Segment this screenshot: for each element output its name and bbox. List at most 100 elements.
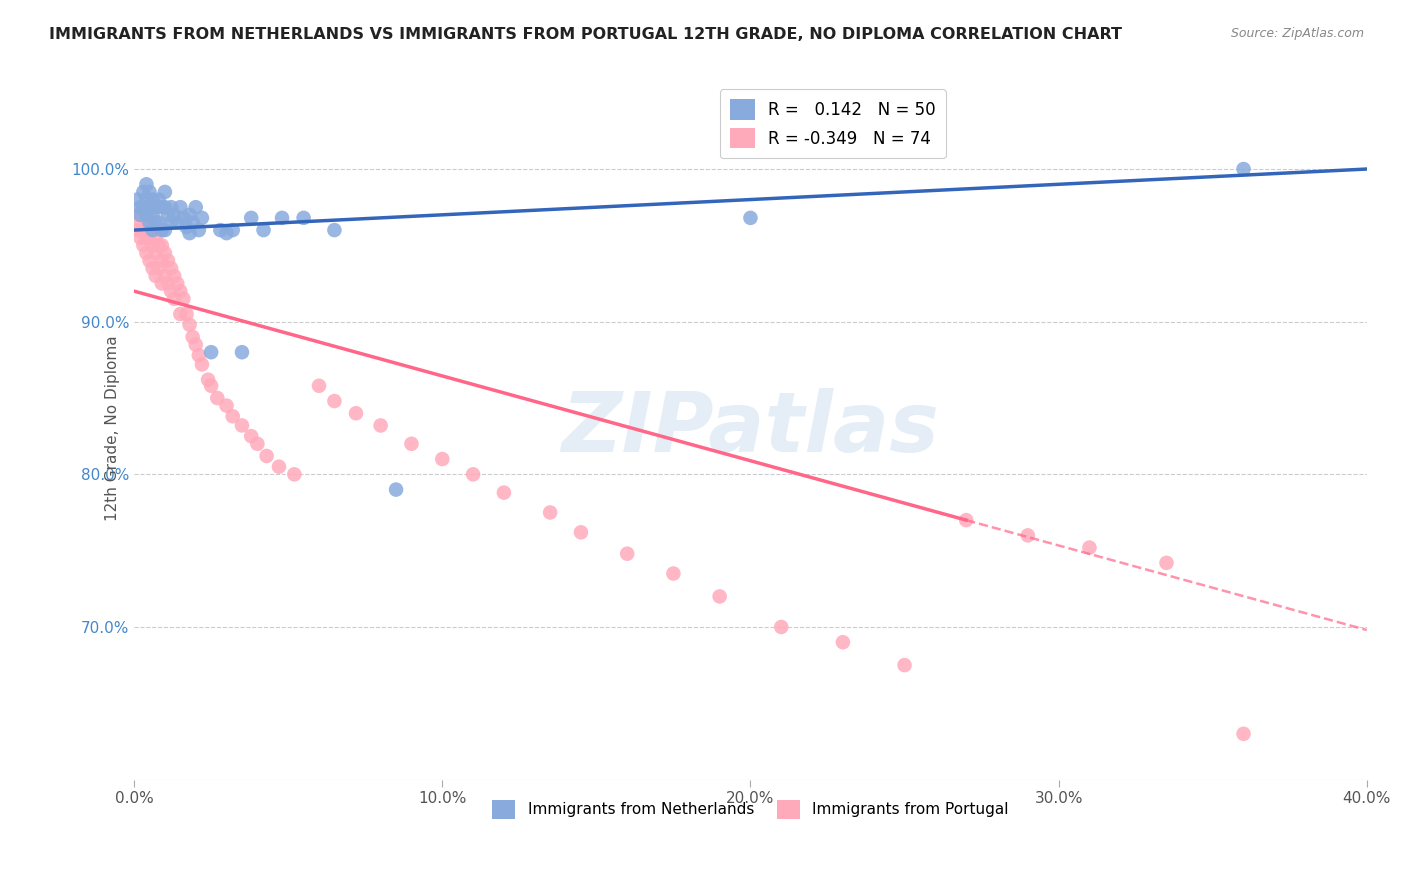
Text: Source: ZipAtlas.com: Source: ZipAtlas.com xyxy=(1230,27,1364,40)
Point xyxy=(129,215,152,229)
Point xyxy=(344,406,367,420)
Point xyxy=(292,211,315,225)
Point xyxy=(142,261,165,276)
Text: IMMIGRANTS FROM NETHERLANDS VS IMMIGRANTS FROM PORTUGAL 12TH GRADE, NO DIPLOMA C: IMMIGRANTS FROM NETHERLANDS VS IMMIGRANT… xyxy=(49,27,1122,42)
Point xyxy=(150,253,173,268)
Point xyxy=(252,223,274,237)
Point xyxy=(222,409,245,424)
Point xyxy=(135,193,157,207)
Point xyxy=(191,358,214,372)
Point xyxy=(1078,541,1101,555)
Point xyxy=(955,513,977,527)
Point xyxy=(150,223,173,237)
Point xyxy=(142,238,165,252)
Point xyxy=(142,223,165,237)
Legend: Immigrants from Netherlands, Immigrants from Portugal: Immigrants from Netherlands, Immigrants … xyxy=(486,794,1015,824)
Point xyxy=(271,211,294,225)
Point xyxy=(240,429,263,443)
Point xyxy=(156,253,179,268)
Point xyxy=(181,215,204,229)
Point xyxy=(138,253,160,268)
Point xyxy=(461,467,484,482)
Point xyxy=(1232,727,1254,741)
Point xyxy=(184,200,207,214)
Point xyxy=(207,391,229,405)
Point xyxy=(187,223,209,237)
Point xyxy=(153,268,176,283)
Point xyxy=(150,200,173,214)
Point xyxy=(169,284,191,298)
Point xyxy=(179,208,201,222)
Point xyxy=(132,200,155,214)
Point xyxy=(153,200,176,214)
Point xyxy=(163,208,186,222)
Point xyxy=(187,348,209,362)
Point xyxy=(142,208,165,222)
Point xyxy=(893,658,915,673)
Point xyxy=(135,230,157,244)
Point xyxy=(385,483,408,497)
Point xyxy=(267,459,290,474)
Point xyxy=(179,318,201,332)
Point xyxy=(569,525,592,540)
Point xyxy=(153,223,176,237)
Point xyxy=(231,345,253,359)
Point xyxy=(138,185,160,199)
Point xyxy=(832,635,855,649)
Point xyxy=(138,230,160,244)
Point xyxy=(197,373,219,387)
Point xyxy=(662,566,685,581)
Point xyxy=(148,261,170,276)
Point xyxy=(172,211,194,225)
Point xyxy=(145,230,167,244)
Point xyxy=(323,223,346,237)
Point xyxy=(142,223,165,237)
Point xyxy=(153,246,176,260)
Point xyxy=(1156,556,1178,570)
Point xyxy=(148,238,170,252)
Point xyxy=(172,292,194,306)
Point xyxy=(740,211,762,225)
Point xyxy=(209,223,232,237)
Point xyxy=(135,215,157,229)
Point xyxy=(160,200,183,214)
Point xyxy=(127,208,149,222)
Point xyxy=(231,418,253,433)
Point xyxy=(176,307,198,321)
Point xyxy=(160,284,183,298)
Point xyxy=(323,394,346,409)
Point xyxy=(166,215,188,229)
Point xyxy=(1017,528,1039,542)
Point xyxy=(169,200,191,214)
Point xyxy=(401,437,423,451)
Point xyxy=(153,185,176,199)
Point xyxy=(222,223,245,237)
Point xyxy=(184,337,207,351)
Point xyxy=(150,277,173,291)
Point xyxy=(145,268,167,283)
Text: ZIPatlas: ZIPatlas xyxy=(561,388,939,469)
Point xyxy=(432,452,454,467)
Point xyxy=(256,449,278,463)
Point xyxy=(135,208,157,222)
Point xyxy=(145,215,167,229)
Point xyxy=(132,238,155,252)
Point xyxy=(148,215,170,229)
Point xyxy=(492,485,515,500)
Point xyxy=(283,467,305,482)
Point xyxy=(163,268,186,283)
Point xyxy=(169,307,191,321)
Point xyxy=(156,208,179,222)
Point xyxy=(200,378,222,392)
Point xyxy=(246,437,269,451)
Point xyxy=(215,226,238,240)
Point xyxy=(129,208,152,222)
Point xyxy=(770,620,793,634)
Point xyxy=(200,345,222,359)
Point xyxy=(129,230,152,244)
Point xyxy=(240,211,263,225)
Point xyxy=(129,200,152,214)
Point xyxy=(308,378,330,392)
Point xyxy=(616,547,638,561)
Point xyxy=(127,223,149,237)
